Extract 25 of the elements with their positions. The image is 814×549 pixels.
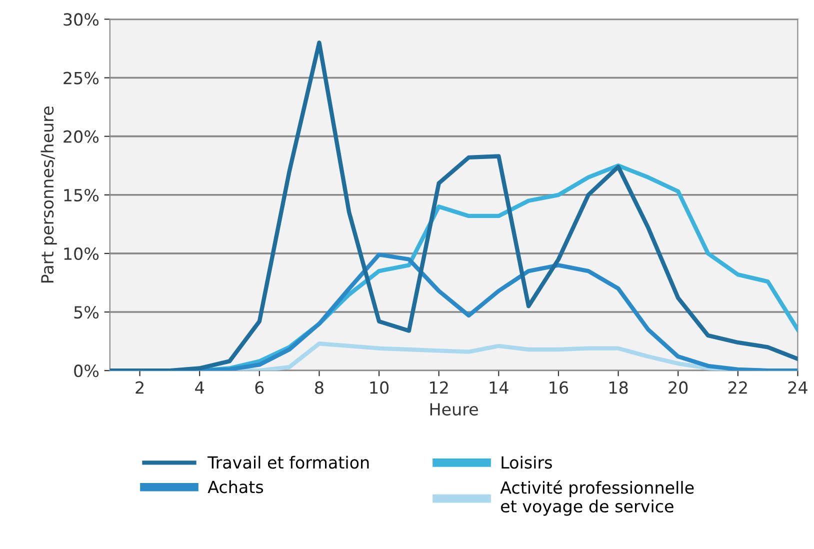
x-tick-label: 10 [370,381,389,394]
legend-label: Loisirs [502,456,552,469]
y-tick-label: 20% [64,130,99,143]
x-tick-label: 16 [550,381,568,394]
x-tick-label: 4 [195,382,204,394]
legend-label: Travail et formation [208,456,369,469]
legend-label: Achats [208,480,264,494]
legend-label: Activité professionnelle et voyage de service [500,480,694,516]
x-axis-title: Heure [430,403,478,416]
x-tick-label: 14 [490,382,508,394]
x-tick-label: 20 [668,381,688,394]
x-tick-label: 6 [255,381,264,394]
y-tick-label: 30% [64,13,99,26]
y-tick-label: 25% [64,72,99,84]
x-tick-label: 2 [136,381,144,394]
x-tick-label: 18 [610,381,628,394]
x-tick-label: 8 [315,381,324,394]
x-tick-label: 24 [788,381,808,394]
y-tick-label: 5% [74,306,99,319]
x-tick-label: 22 [728,381,747,394]
y-tick-label: 10% [64,247,99,260]
y-tick-label: 15% [64,188,99,202]
y-axis-title: Part personnes/heure [40,106,57,283]
x-tick-label: 12 [430,381,448,394]
y-tick-label: 0% [74,364,99,378]
